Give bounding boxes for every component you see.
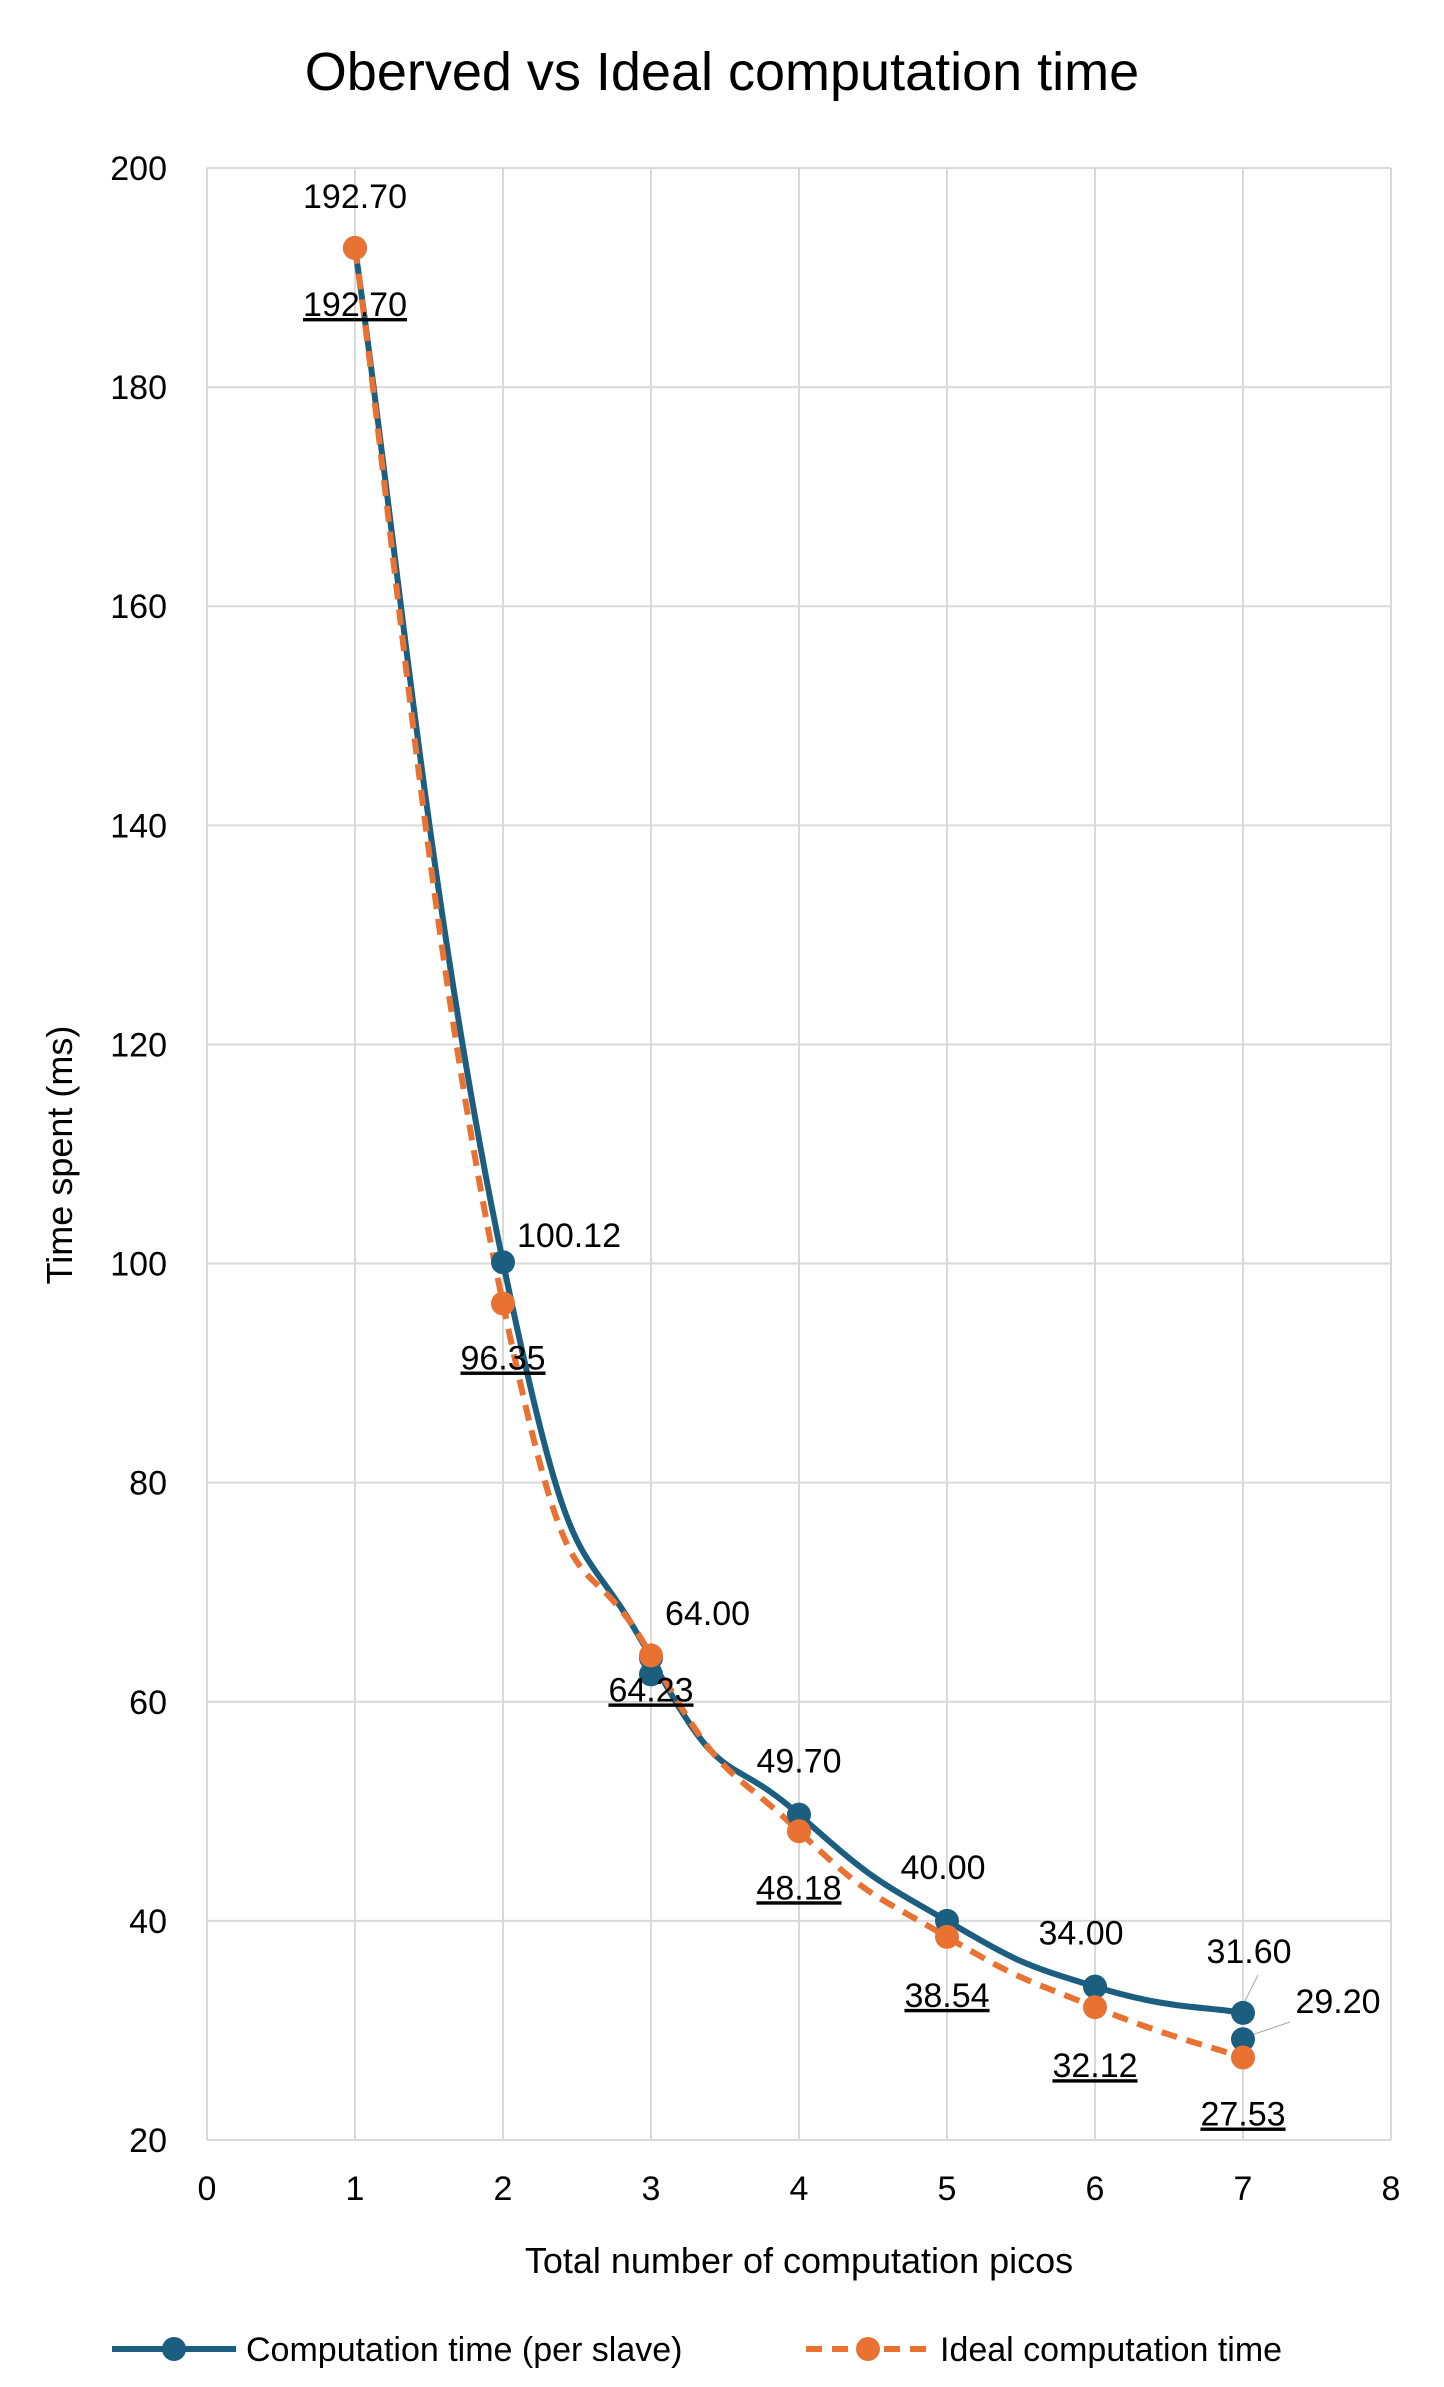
y-tick-label: 100	[110, 1246, 167, 1284]
y-tick-label: 60	[129, 1684, 167, 1722]
data-label-computation-time: 40.00	[900, 1849, 985, 1887]
data-point-ideal-computation-time	[787, 1819, 811, 1844]
legend-swatch-marker-computation-time	[162, 2337, 186, 2361]
data-label-computation-time: 31.60	[1206, 1933, 1291, 1971]
y-tick-label: 120	[110, 1026, 167, 1064]
y-tick-label: 40	[129, 1903, 167, 1941]
legend: Computation time (per slave) Ideal comput…	[112, 2331, 1282, 2369]
data-point-computation-time	[1083, 1974, 1107, 1999]
data-point-computation-time-extra	[639, 1662, 663, 1687]
data-point-computation-time	[787, 1802, 811, 1827]
data-label-ideal-computation-time: 32.12	[1052, 2047, 1137, 2085]
legend-label-ideal-computation-time: Ideal computation time	[940, 2331, 1282, 2369]
data-label-ideal-computation-time: 64.23	[608, 1671, 693, 1709]
data-label-computation-time: 34.00	[1038, 1915, 1123, 1953]
y-tick-label: 20	[129, 2122, 167, 2160]
data-point-ideal-computation-time	[1083, 1995, 1107, 2020]
data-label-ideal-computation-time: 38.54	[904, 1977, 989, 2015]
data-point-ideal-computation-time	[343, 235, 367, 260]
y-axis-label: Time spent (ms)	[39, 1026, 80, 1285]
data-label-ideal-computation-time: 96.35	[460, 1340, 545, 1378]
x-tick-label: 3	[642, 2170, 661, 2208]
leader-line	[1250, 2021, 1291, 2036]
data-point-ideal-computation-time	[935, 1924, 959, 1949]
data-point-computation-time	[1231, 2000, 1255, 2025]
x-tick-label: 1	[346, 2170, 365, 2208]
y-tick-label: 200	[110, 150, 167, 188]
legend-swatch-marker-ideal-computation-time	[856, 2337, 880, 2361]
plot-area: 20 40 60 80 100 120 140 160 180 200 0 1 2 3 4 5 6 7 8 192.7…	[110, 150, 1400, 2208]
x-tick-label: 7	[1234, 2170, 1253, 2208]
data-label-computation-time-extra: 29.20	[1295, 1983, 1380, 2021]
data-point-ideal-computation-time	[1231, 2045, 1255, 2070]
chart-title: Oberved vs Ideal computation time	[305, 42, 1139, 102]
legend-label-computation-time: Computation time (per slave)	[246, 2331, 683, 2369]
leader-line	[1244, 1974, 1259, 2002]
x-tick-label: 5	[938, 2170, 957, 2208]
data-label-computation-time: 64.00	[665, 1595, 750, 1633]
x-tick-label: 8	[1382, 2170, 1401, 2208]
data-label-computation-time: 49.70	[756, 1743, 841, 1781]
x-axis-label: Total number of computation picos	[525, 2240, 1073, 2281]
data-point-ideal-computation-time	[639, 1643, 663, 1668]
data-label-ideal-computation-time: 27.53	[1200, 2096, 1285, 2134]
data-label-ideal-computation-time: 48.18	[756, 1869, 841, 1907]
data-point-ideal-computation-time	[491, 1291, 515, 1316]
data-label-ideal-computation-time: 192.70	[303, 286, 407, 324]
data-label-computation-time: 100.12	[517, 1217, 621, 1255]
x-tick-label: 2	[494, 2170, 513, 2208]
data-label-computation-time: 192.70	[303, 178, 407, 216]
data-point-computation-time-extra	[1231, 2027, 1255, 2052]
y-tick-label: 80	[129, 1465, 167, 1503]
y-tick-label: 140	[110, 807, 167, 845]
y-tick-label: 180	[110, 369, 167, 407]
data-point-computation-time	[491, 1250, 515, 1275]
y-tick-label: 160	[110, 588, 167, 626]
x-tick-label: 6	[1086, 2170, 1105, 2208]
x-tick-label: 0	[198, 2170, 217, 2208]
x-tick-label: 4	[790, 2170, 809, 2208]
